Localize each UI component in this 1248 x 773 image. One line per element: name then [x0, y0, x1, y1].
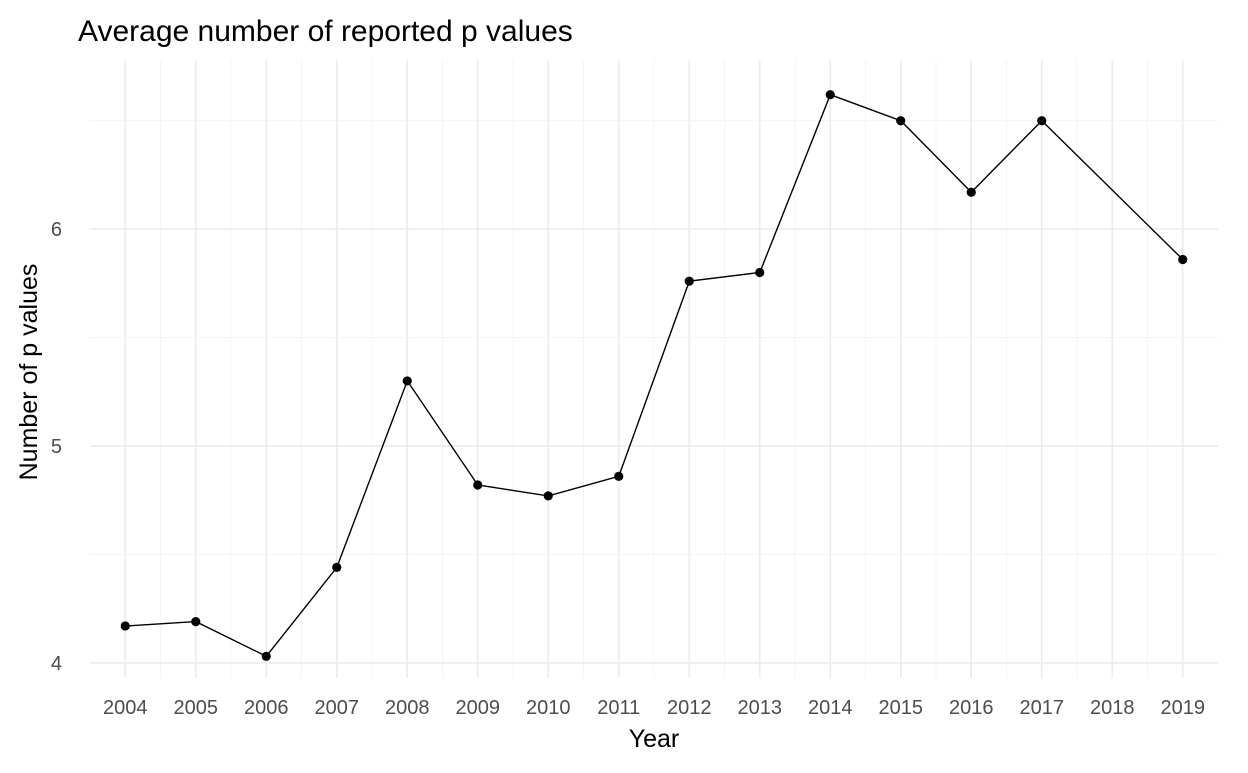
x-axis-tick-labels: 2004 2005 2006 2007 2008 2009 2010 2011 2012 2013… [103, 697, 1205, 719]
data-point [755, 267, 765, 278]
data-point [1178, 254, 1188, 265]
y-axis-title: Number of p values [15, 264, 43, 481]
x-tick-label: 2012 [667, 697, 712, 719]
y-tick-label: 6 [51, 219, 62, 241]
data-point [191, 617, 201, 627]
points-layer [120, 90, 1188, 661]
data-point [966, 187, 976, 197]
data-point [332, 562, 342, 573]
x-tick-label: 2007 [315, 697, 360, 719]
data-point [614, 471, 624, 481]
x-tick-label: 2010 [526, 697, 571, 719]
x-tick-label: 2008 [385, 697, 430, 719]
x-tick-label: 2013 [738, 697, 783, 719]
data-point [473, 480, 483, 490]
data-point [684, 276, 694, 286]
x-tick-label: 2005 [174, 697, 219, 719]
chart-title: Average number of reported p values [78, 15, 573, 48]
x-tick-label: 2009 [456, 697, 501, 719]
y-axis-tick-labels: 4 5 6 [51, 219, 62, 675]
x-tick-label: 2017 [1020, 697, 1065, 719]
grid [90, 60, 1218, 678]
x-tick-label: 2011 [597, 697, 640, 719]
y-tick-label: 4 [51, 653, 62, 675]
x-tick-label: 2016 [949, 697, 994, 719]
data-point [896, 116, 906, 126]
x-tick-label: 2014 [808, 697, 853, 719]
data-point [261, 651, 271, 661]
x-tick-label: 2018 [1090, 697, 1135, 719]
data-point [543, 491, 553, 501]
data-point [402, 376, 412, 386]
x-tick-label: 2019 [1161, 697, 1206, 719]
x-tick-label: 2006 [244, 697, 289, 719]
x-tick-label: 2015 [879, 697, 924, 719]
data-point [825, 90, 835, 100]
x-tick-label: 2004 [103, 697, 148, 719]
data-point [120, 621, 130, 631]
data-point [1037, 116, 1047, 126]
y-tick-label: 5 [51, 436, 62, 458]
x-axis-title: Year [629, 725, 680, 753]
